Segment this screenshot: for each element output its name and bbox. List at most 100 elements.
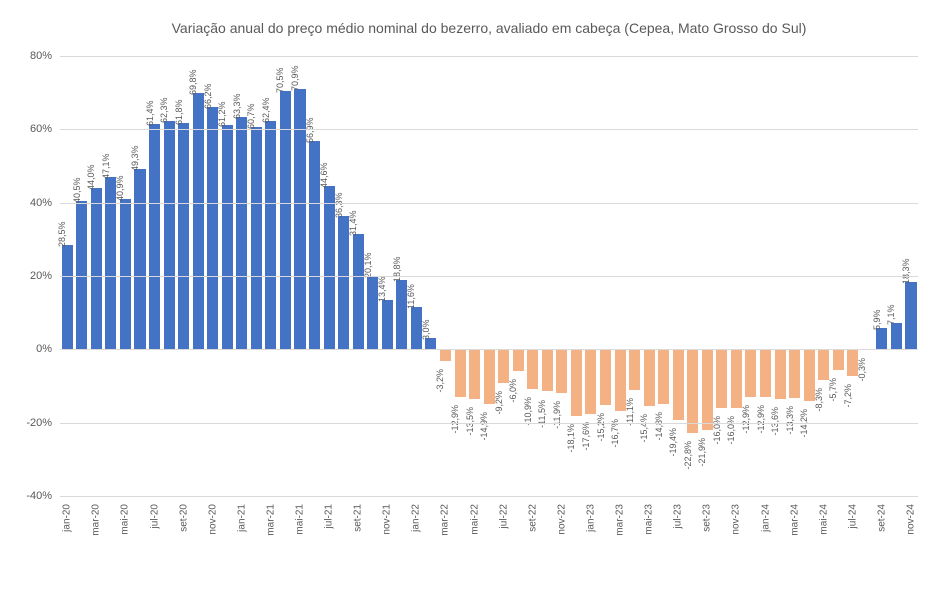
bar [91, 188, 102, 349]
x-tick [395, 500, 410, 560]
bar-value-label: -15,2% [596, 413, 606, 442]
bar-value-label: -16,0% [726, 416, 736, 445]
bar [164, 121, 175, 349]
bar [658, 349, 669, 403]
x-tick: jan-22 [409, 500, 424, 560]
x-tick [860, 500, 875, 560]
bar [891, 323, 902, 349]
bar [760, 349, 771, 396]
x-tick-label: jul-21 [324, 504, 335, 528]
bar [745, 349, 756, 396]
y-tick-label: 60% [12, 123, 52, 135]
x-tick-label: mai-20 [120, 504, 131, 535]
bar [629, 349, 640, 390]
x-tick [889, 500, 904, 560]
plot-area: -40%-20%0%20%40%60%80% 28,5%40,5%44,0%47… [60, 56, 918, 496]
x-tick-label: nov-20 [207, 504, 218, 535]
bar-value-label: 40,5% [72, 177, 82, 203]
bar-value-label: -11,9% [552, 401, 562, 429]
x-tick-label: jan-23 [585, 504, 596, 532]
x-tick [336, 500, 351, 560]
bar-value-label: -13,5% [465, 407, 475, 436]
bar-value-label: 47,1% [101, 153, 111, 179]
bar-value-label: -15,4% [639, 414, 649, 443]
bar-value-label: 61,8% [174, 99, 184, 125]
bar [338, 216, 349, 349]
bar-value-label: -14,2% [799, 409, 809, 438]
x-tick: jul-24 [846, 500, 861, 560]
bar [775, 349, 786, 399]
bar [600, 349, 611, 405]
bar [469, 349, 480, 399]
x-tick [802, 500, 817, 560]
bar-value-label: 7,1% [886, 305, 896, 326]
y-tick-label: -40% [12, 490, 52, 502]
y-tick-label: 0% [12, 343, 52, 355]
bar-value-label: 36,3% [334, 193, 344, 219]
x-tick-label: set-23 [702, 504, 713, 532]
x-tick [540, 500, 555, 560]
bar-value-label: 31,4% [348, 211, 358, 237]
x-tick: mai-20 [118, 500, 133, 560]
x-tick [278, 500, 293, 560]
x-tick [686, 500, 701, 560]
x-tick-label: mai-21 [295, 504, 306, 535]
x-tick: nov-24 [904, 500, 919, 560]
bar-value-label: 40,9% [115, 176, 125, 202]
bar-value-label: 63,3% [232, 94, 242, 120]
bar-value-label: -14,9% [479, 412, 489, 441]
x-tick: jul-23 [671, 500, 686, 560]
bar-value-label: 70,9% [290, 66, 300, 92]
x-tick [482, 500, 497, 560]
x-tick: set-23 [700, 500, 715, 560]
bar-value-label: 61,4% [145, 101, 155, 127]
x-tick: jul-20 [147, 500, 162, 560]
bar-value-label: -19,4% [668, 428, 678, 457]
chart-title: Variação anual do preço médio nominal do… [60, 20, 918, 36]
x-tick [511, 500, 526, 560]
x-tick-label: nov-21 [382, 504, 393, 535]
x-tick [365, 500, 380, 560]
bar-value-label: 61,2% [217, 101, 227, 127]
bar-value-label: 49,3% [130, 145, 140, 171]
bar-value-label: 20,1% [363, 252, 373, 278]
x-tick-label: mar-23 [615, 504, 626, 536]
x-axis: jan-20mar-20mai-20jul-20set-20nov-20jan-… [60, 500, 918, 560]
bar [265, 121, 276, 350]
bar [455, 349, 466, 396]
x-tick [453, 500, 468, 560]
bar [513, 349, 524, 371]
bar [585, 349, 596, 414]
x-tick-label: mar-22 [440, 504, 451, 536]
bar [527, 349, 538, 389]
bar [615, 349, 626, 410]
chart-container: Variação anual do preço médio nominal do… [0, 0, 948, 590]
bar-value-label: -7,2% [843, 384, 853, 408]
bar [789, 349, 800, 398]
x-tick [569, 500, 584, 560]
x-tick: set-22 [526, 500, 541, 560]
bar [833, 349, 844, 370]
bar-value-label: -21,9% [697, 438, 707, 467]
x-tick: set-24 [875, 500, 890, 560]
x-tick-label: mai-24 [818, 504, 829, 535]
bar [571, 349, 582, 415]
gridline [60, 349, 918, 350]
bar [687, 349, 698, 433]
x-tick: set-20 [176, 500, 191, 560]
x-tick-label: mai-23 [644, 504, 655, 535]
x-tick-label: mai-22 [469, 504, 480, 535]
bar-value-label: 66,2% [203, 83, 213, 109]
bar-value-label: 69,8% [188, 70, 198, 96]
y-axis: -40%-20%0%20%40%60%80% [15, 56, 60, 496]
bar [440, 349, 451, 361]
x-tick [133, 500, 148, 560]
bar-value-label: 70,5% [275, 67, 285, 93]
x-tick: nov-21 [380, 500, 395, 560]
x-tick [598, 500, 613, 560]
bar [382, 300, 393, 349]
x-tick-label: mar-21 [265, 504, 276, 536]
bar-value-label: 13,4% [377, 277, 387, 303]
x-tick-label: set-20 [178, 504, 189, 532]
gridline [60, 276, 918, 277]
